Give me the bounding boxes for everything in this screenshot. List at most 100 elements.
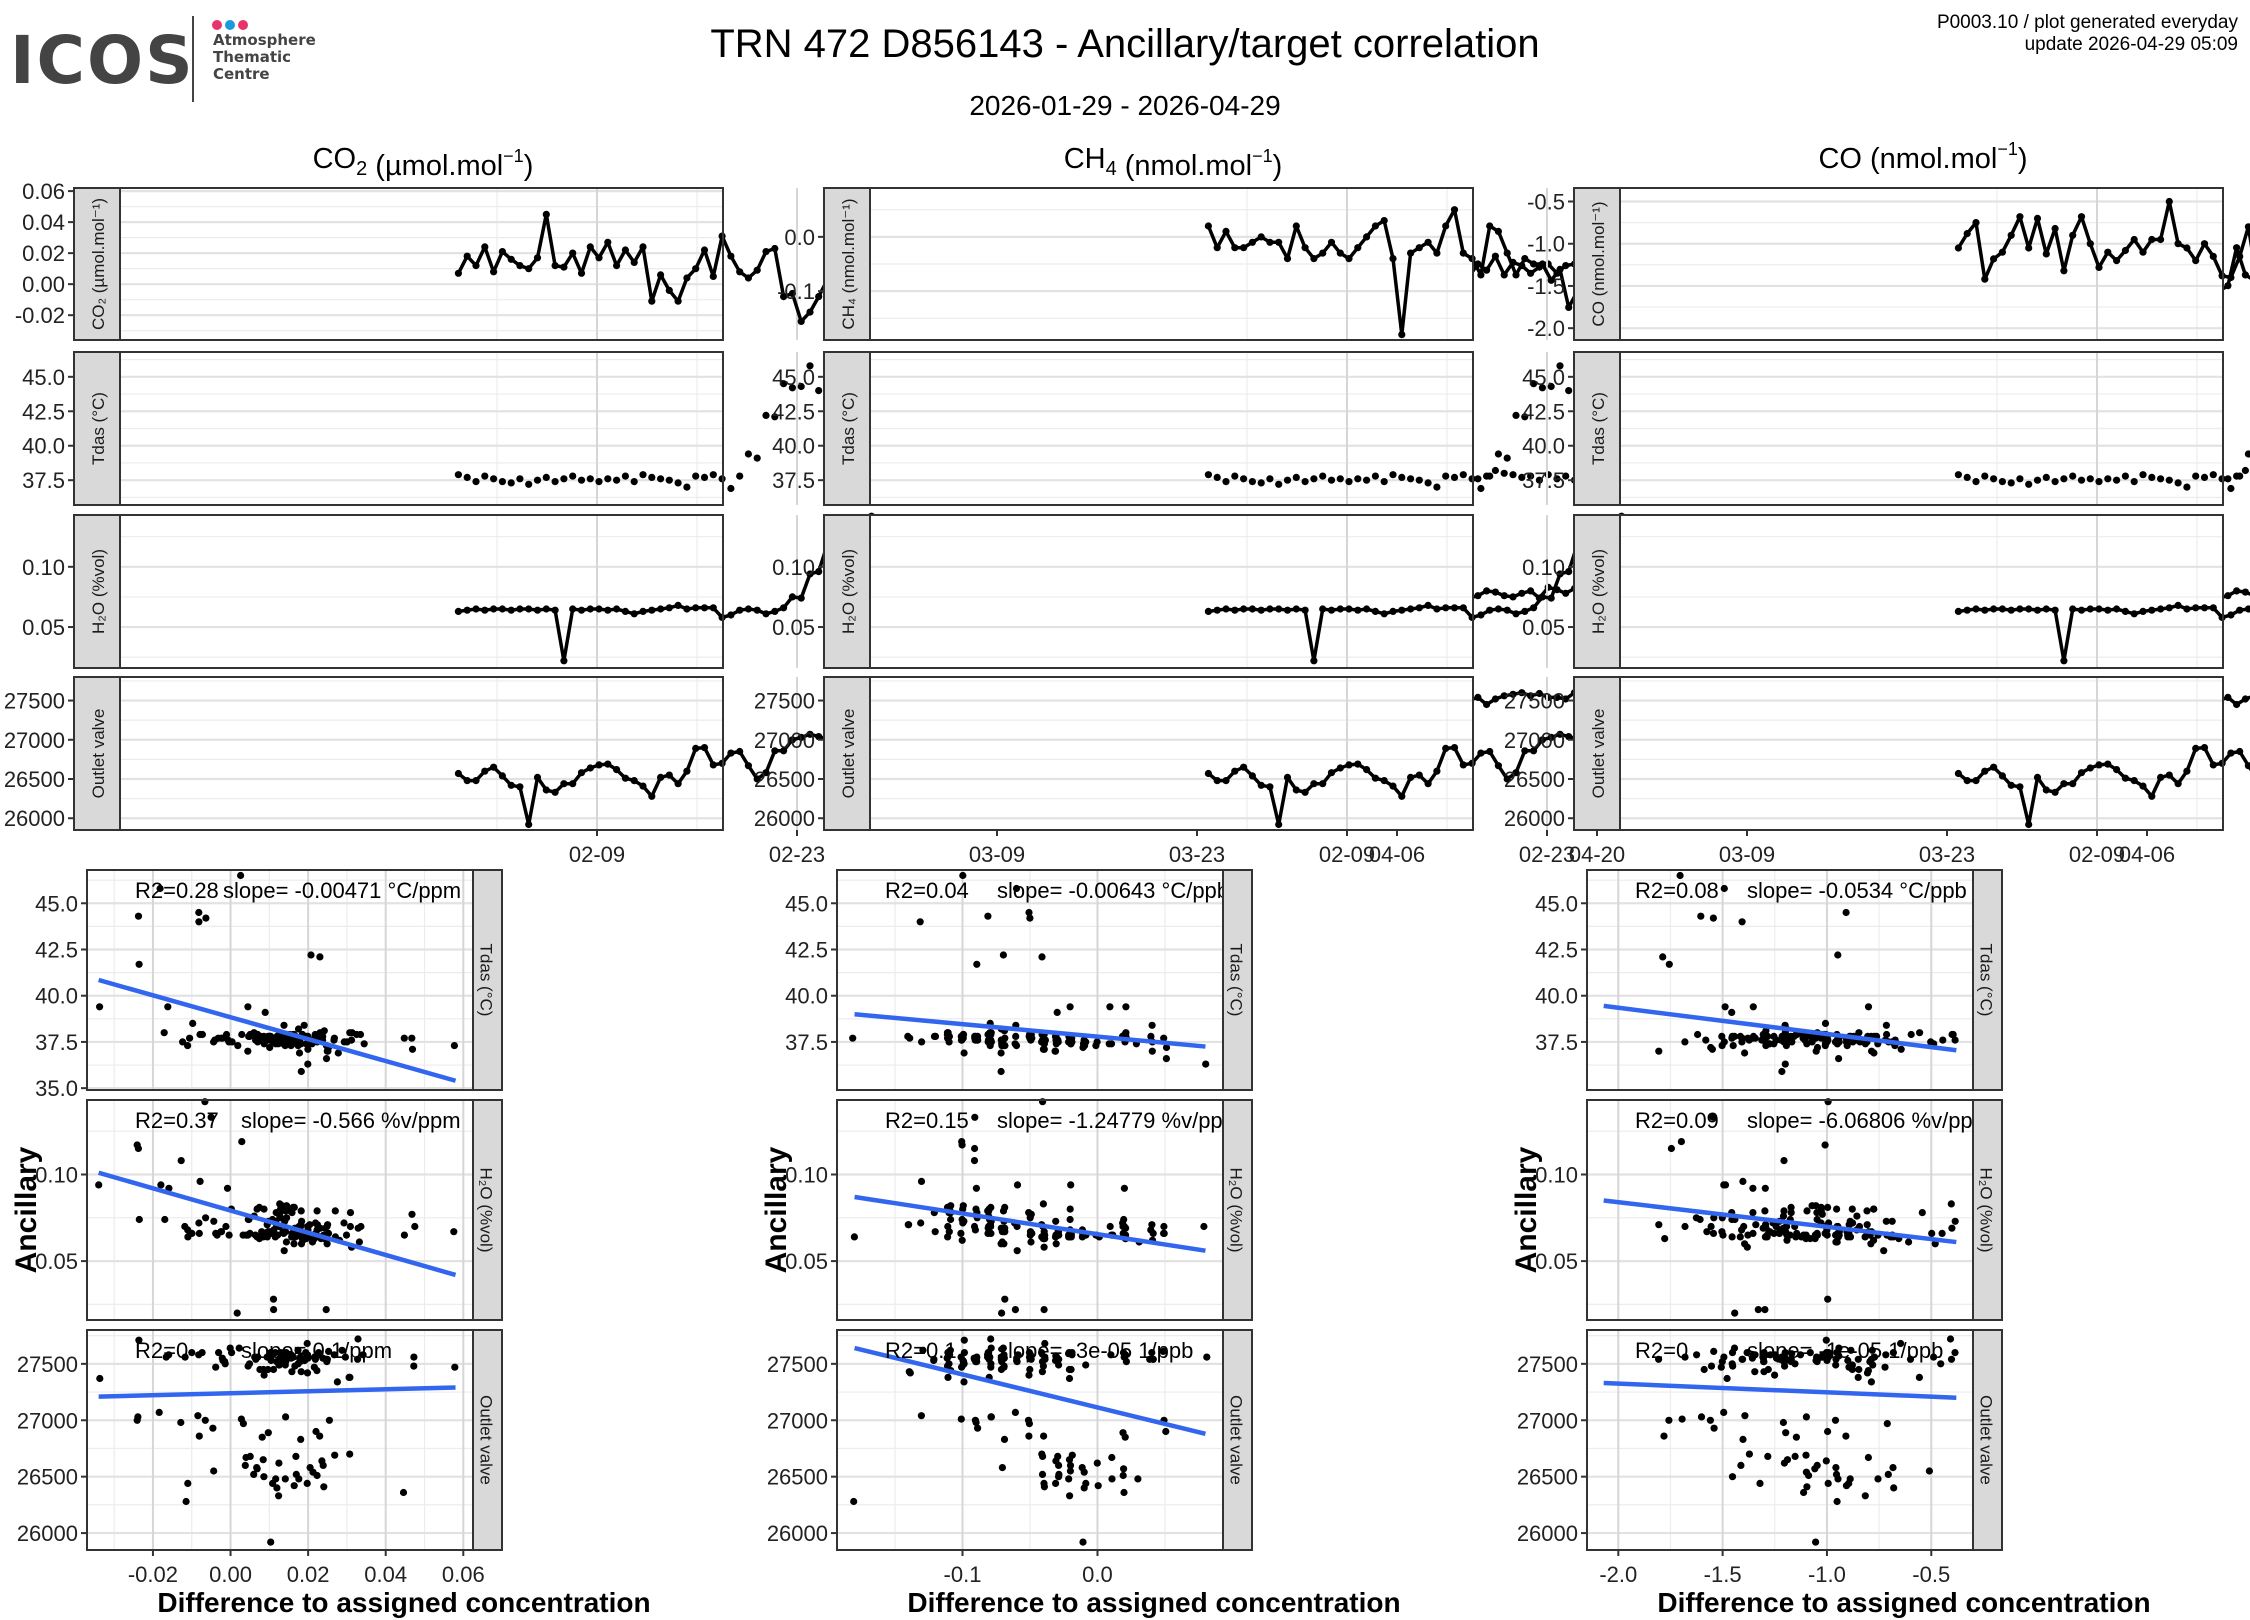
data-point [1148, 1021, 1156, 1029]
data-point [973, 1358, 981, 1366]
data-point [2244, 762, 2250, 770]
data-point [348, 1029, 356, 1037]
data-point [481, 767, 489, 775]
data-point [1054, 1038, 1062, 1046]
data-point [1707, 1362, 1716, 1370]
logo-line-3: Centre [213, 65, 270, 83]
data-point [1067, 1231, 1075, 1239]
data-point [1824, 1479, 1832, 1487]
data-point [525, 605, 533, 613]
data-point [269, 1365, 278, 1374]
regression-line [1603, 1003, 1957, 1053]
data-point [177, 1418, 185, 1427]
data-point [1204, 607, 1212, 616]
data-point [2077, 213, 2086, 221]
data-point [2233, 700, 2241, 709]
data-point [1681, 1038, 1689, 1046]
facet-strip [1573, 676, 1621, 831]
data-point [533, 773, 542, 782]
y-tick-label: 0.06 [22, 179, 65, 204]
data-point [1741, 1240, 1749, 1248]
data-point [1491, 252, 1499, 260]
data-point [1027, 1210, 1035, 1218]
series-line [1956, 199, 2250, 281]
data-point [1275, 238, 1283, 246]
data-point [1310, 475, 1318, 483]
data-point [1093, 1038, 1101, 1046]
data-point [267, 1538, 275, 1546]
data-point [736, 268, 744, 276]
data-point [1787, 1209, 1795, 1217]
column-header: CO (nmol.mol−1) [1818, 139, 2027, 175]
data-point [1972, 219, 1980, 227]
y-tick-label: 0.04 [22, 210, 65, 235]
data-point [1749, 1209, 1757, 1217]
data-point [736, 472, 744, 480]
logo-dots-icon [212, 17, 251, 35]
y-tick-label: -0.5 [1527, 190, 1565, 215]
data-point [1954, 769, 1962, 778]
data-point [1424, 479, 1432, 487]
data-point [683, 767, 691, 775]
data-point [1842, 908, 1850, 917]
data-point [1082, 1479, 1090, 1487]
data-point [1530, 380, 1538, 388]
data-point [1681, 1353, 1689, 1361]
data-point [657, 605, 665, 613]
data-point [1771, 1351, 1779, 1359]
data-point [1398, 331, 1406, 339]
data-point [1707, 1222, 1715, 1231]
data-point [1817, 1203, 1825, 1211]
data-point [665, 476, 673, 484]
data-point [1874, 1475, 1882, 1483]
y-tick-label: 0.10 [1535, 1162, 1578, 1187]
data-point [1407, 249, 1415, 257]
data-point [1778, 1032, 1786, 1040]
data-point [1853, 1212, 1861, 1220]
data-point [1363, 605, 1371, 613]
data-point [1863, 1221, 1871, 1229]
data-point [134, 912, 143, 920]
data-point [960, 1349, 969, 1357]
data-point [1066, 1467, 1074, 1475]
data-point [273, 1231, 281, 1239]
x-tick-label: 03-23 [1169, 842, 1225, 867]
data-point [2174, 601, 2182, 610]
data-point [2051, 788, 2059, 796]
data-point [1844, 1356, 1852, 1365]
data-point [290, 1203, 298, 1211]
data-point [1512, 769, 1520, 777]
data-point [334, 1049, 342, 1057]
y-tick-label: 45.0 [35, 891, 78, 916]
data-point [1066, 1492, 1074, 1500]
data-point [195, 1432, 203, 1440]
data-point [1822, 1036, 1830, 1044]
data-point [1122, 1029, 1130, 1037]
data-point [1066, 1215, 1074, 1224]
data-point [1863, 1207, 1871, 1215]
data-point [1835, 1344, 1843, 1352]
facet-strip [73, 676, 121, 831]
data-point [194, 1412, 202, 1420]
data-point [604, 760, 612, 768]
y-axis-title: Ancillary [1510, 1146, 1543, 1273]
data-point [973, 960, 981, 968]
data-point [604, 475, 612, 483]
data-point [2113, 476, 2121, 484]
data-point [1676, 871, 1684, 880]
data-point [1026, 1034, 1034, 1042]
panel-background [1620, 188, 2223, 340]
y-tick-label: 0.05 [35, 1249, 78, 1274]
data-point [1813, 1461, 1821, 1469]
icos-logo: ICOS Atmosphere Thematic Centre [10, 14, 340, 104]
data-point [1972, 605, 1980, 613]
data-point [1947, 1355, 1956, 1363]
data-point [472, 478, 480, 486]
data-point [498, 248, 506, 256]
data-point [2095, 761, 2103, 769]
data-point [744, 762, 753, 770]
data-point [1819, 1351, 1827, 1359]
data-point [1122, 1003, 1130, 1011]
data-point [1720, 1408, 1728, 1416]
data-point [209, 1424, 217, 1432]
